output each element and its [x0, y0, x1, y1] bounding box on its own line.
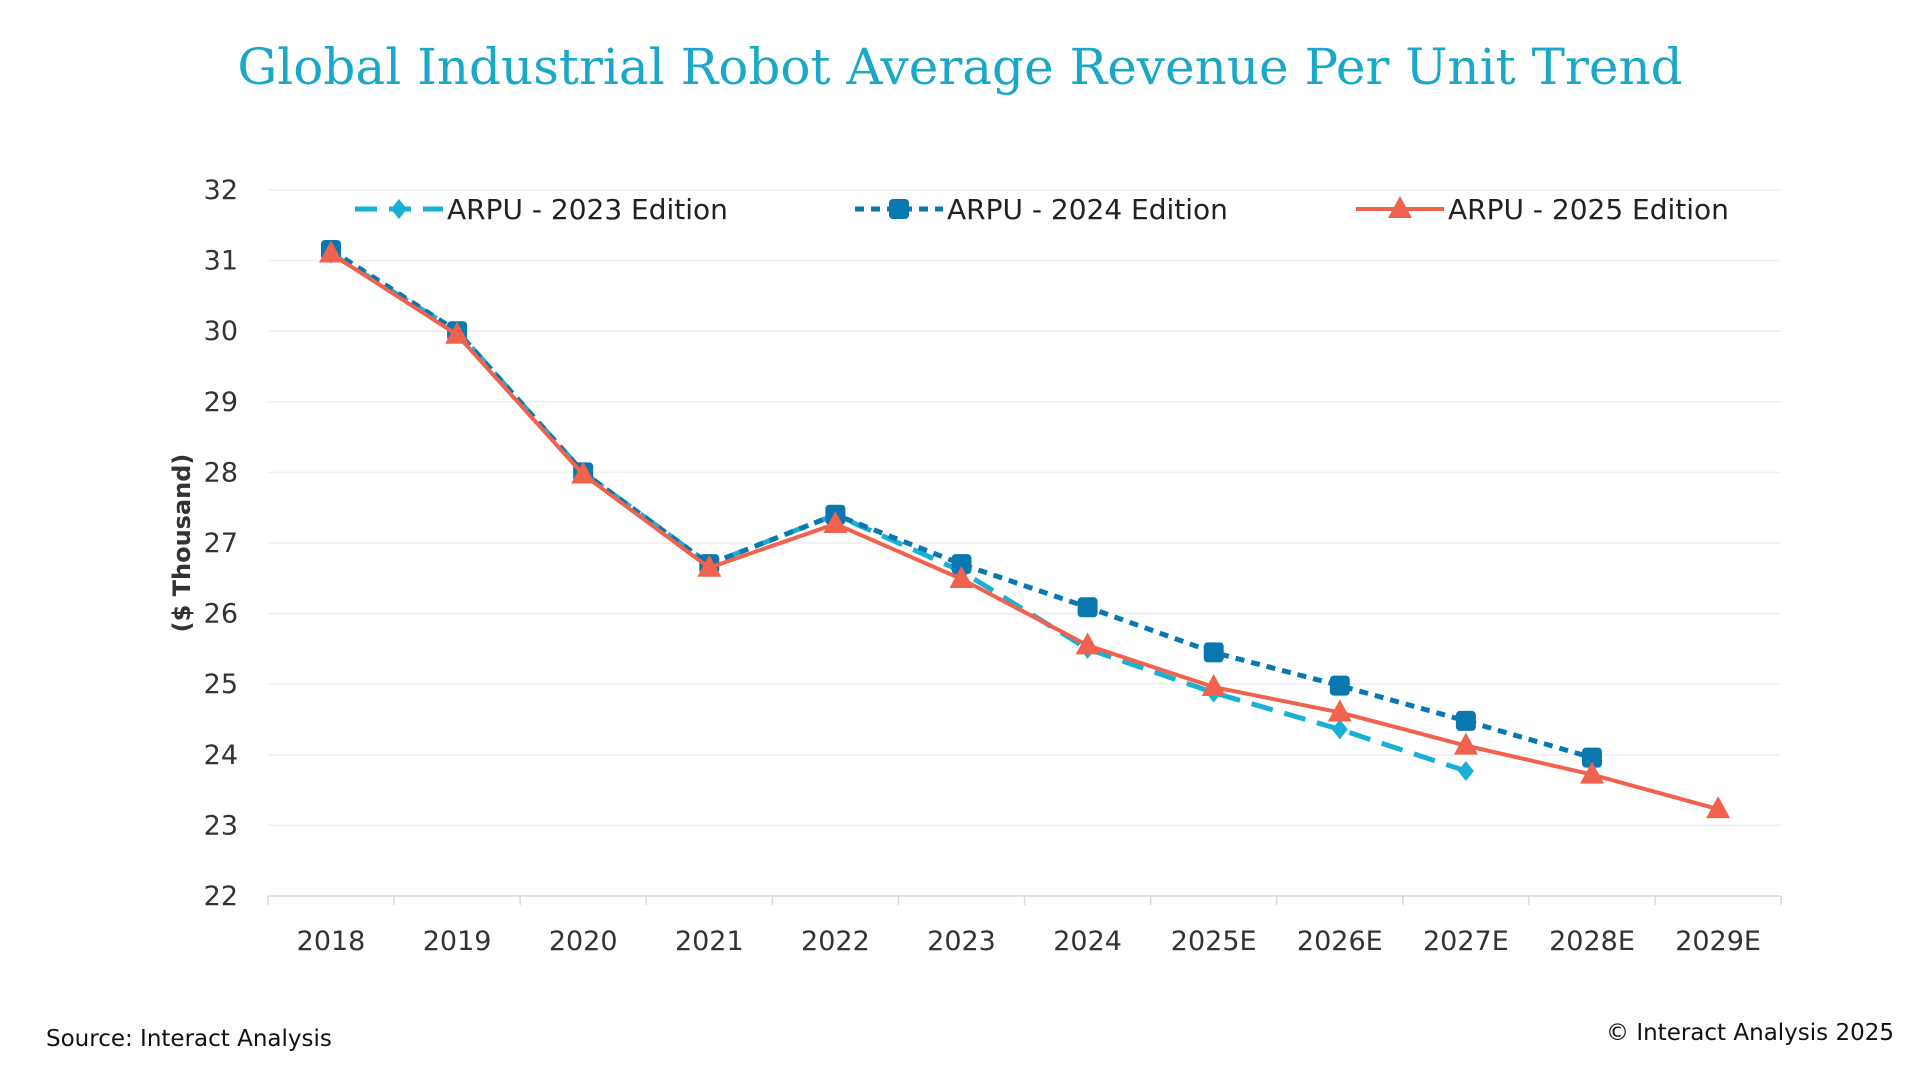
legend-marker-square: [889, 199, 909, 219]
data-point-triangle: [1327, 699, 1352, 722]
y-tick-label: 27: [204, 528, 238, 559]
legend-label: ARPU - 2023 Edition: [447, 193, 728, 226]
x-tick-label: 2024: [1053, 926, 1122, 957]
data-point-square: [1455, 710, 1476, 731]
series-3: [319, 240, 1731, 819]
data-point-triangle: [571, 461, 596, 484]
data-point-square: [1203, 642, 1224, 663]
x-tick-label: 2023: [927, 926, 996, 957]
data-point-triangle: [1075, 632, 1100, 655]
x-tick-label: 2020: [549, 926, 618, 957]
data-point-square: [1077, 597, 1098, 618]
legend-label: ARPU - 2025 Edition: [1448, 193, 1729, 226]
series-line: [329, 251, 1719, 812]
data-point-triangle: [823, 510, 848, 533]
x-tick-label: 2029E: [1675, 926, 1761, 957]
legend-item: ARPU - 2023 Edition: [355, 193, 728, 226]
x-tick-label: 2021: [675, 926, 744, 957]
data-point-triangle: [949, 566, 974, 589]
legend-item: ARPU - 2025 Edition: [1356, 193, 1729, 226]
data-point-triangle: [697, 554, 722, 577]
data-point-square: [1329, 675, 1350, 696]
y-tick-label: 23: [204, 810, 238, 841]
data-point-triangle: [445, 321, 470, 344]
series-line: [329, 247, 1593, 761]
series-1: [323, 243, 1474, 782]
data-point-square: [1582, 747, 1602, 768]
source-note: Source: Interact Analysis: [46, 1026, 332, 1052]
data-point-square: [951, 554, 972, 575]
y-axis-label: ($ Thousand): [168, 454, 196, 633]
data-point-diamond: [1457, 761, 1474, 782]
x-tick-label: 2026E: [1297, 926, 1383, 957]
legend-marker-triangle: [1388, 196, 1412, 218]
legend-item: ARPU - 2024 Edition: [855, 193, 1228, 226]
y-tick-label: 29: [204, 387, 238, 418]
x-tick-label: 2027E: [1423, 926, 1509, 957]
y-tick-label: 25: [204, 669, 238, 700]
data-point-diamond: [1331, 719, 1348, 740]
y-tick-label: 31: [204, 246, 238, 277]
series-2: [321, 240, 1602, 768]
data-point-triangle: [1453, 732, 1478, 755]
y-tick-label: 28: [204, 457, 238, 488]
x-tick-label: 2018: [297, 926, 366, 957]
x-tick-label: 2022: [801, 926, 870, 957]
chart-title: Global Industrial Robot Average Revenue …: [237, 38, 1683, 96]
y-tick-label: 30: [204, 316, 238, 347]
legend-marker-diamond: [391, 199, 407, 219]
y-tick-label: 22: [204, 881, 238, 912]
data-point-triangle: [1201, 674, 1226, 697]
data-point-triangle: [1580, 761, 1604, 784]
copyright-note: © Interact Analysis 2025: [1606, 1020, 1894, 1046]
y-tick-label: 26: [204, 599, 238, 630]
x-tick-label: 2028E: [1549, 926, 1635, 957]
x-tick-label: 2025E: [1171, 926, 1257, 957]
y-tick-label: 24: [204, 740, 238, 771]
data-point-triangle: [1706, 796, 1731, 819]
data-point-triangle: [319, 240, 343, 263]
x-tick-label: 2019: [423, 926, 492, 957]
y-tick-label: 32: [204, 175, 238, 206]
legend-label: ARPU - 2024 Edition: [947, 193, 1228, 226]
